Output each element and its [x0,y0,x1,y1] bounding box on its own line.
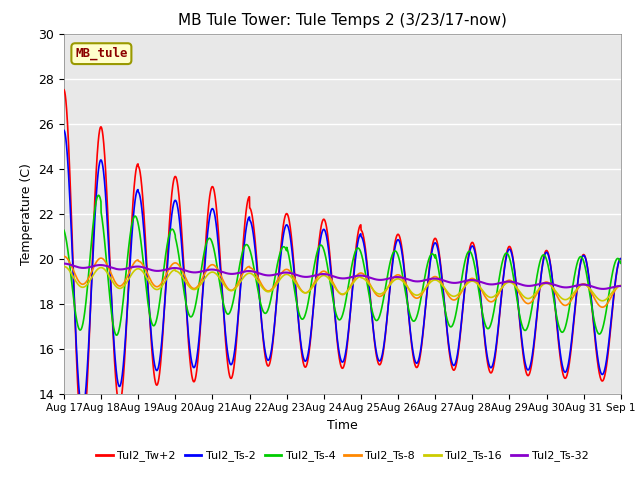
Tul2_Tw+2 [124,299,132,305]
Tul2_Ts-32 [274,271,282,277]
Tul2_Ts-8 [606,296,614,302]
Tul2_Ts-2 [546,260,554,265]
Tul2_Ts-4 [298,316,306,322]
Tul2_Ts-2 [124,300,132,306]
Tul2_Ts-32 [157,268,164,274]
Tul2_Ts-2 [157,349,164,355]
Tul2_Ts-16 [617,283,625,288]
Line: Tul2_Tw+2: Tul2_Tw+2 [64,90,621,435]
Tul2_Ts-16 [546,282,554,288]
Line: Tul2_Ts-8: Tul2_Ts-8 [64,256,621,307]
Title: MB Tule Tower: Tule Temps 2 (3/23/17-now): MB Tule Tower: Tule Temps 2 (3/23/17-now… [178,13,507,28]
Tul2_Ts-2 [274,286,282,292]
Tul2_Ts-8 [298,288,305,293]
Tul2_Ts-4 [274,259,282,265]
Line: Tul2_Ts-16: Tul2_Ts-16 [64,266,621,301]
Tul2_Ts-32 [546,281,554,287]
Tul2_Ts-4 [113,332,120,338]
Line: Tul2_Ts-4: Tul2_Ts-4 [64,195,621,335]
X-axis label: Time: Time [327,419,358,432]
Tul2_Ts-4 [157,290,164,296]
Tul2_Tw+2 [617,256,625,262]
Tul2_Ts-4 [95,192,102,198]
Tul2_Ts-32 [124,265,131,271]
Tul2_Ts-4 [124,252,132,257]
Tul2_Ts-32 [606,285,614,291]
Line: Tul2_Ts-32: Tul2_Ts-32 [64,264,621,289]
Tul2_Tw+2 [606,332,614,338]
Tul2_Ts-16 [598,298,606,304]
Tul2_Ts-4 [60,228,68,233]
Tul2_Ts-16 [157,285,164,290]
Tul2_Tw+2 [60,87,68,93]
Tul2_Ts-8 [546,281,554,287]
Tul2_Tw+2 [298,352,306,358]
Tul2_Ts-16 [274,280,282,286]
Tul2_Tw+2 [79,432,86,438]
Tul2_Ts-4 [606,283,614,288]
Tul2_Ts-8 [60,253,68,259]
Tul2_Ts-16 [606,292,614,298]
Tul2_Ts-2 [298,347,306,353]
Tul2_Ts-2 [606,328,614,334]
Tul2_Ts-32 [60,261,68,266]
Tul2_Ts-8 [157,282,164,288]
Tul2_Ts-4 [617,261,625,266]
Legend: Tul2_Tw+2, Tul2_Ts-2, Tul2_Ts-4, Tul2_Ts-8, Tul2_Ts-16, Tul2_Ts-32: Tul2_Tw+2, Tul2_Ts-2, Tul2_Ts-4, Tul2_Ts… [92,446,593,466]
Tul2_Ts-16 [60,264,68,269]
Tul2_Tw+2 [546,259,554,264]
Tul2_Ts-8 [124,273,131,279]
Tul2_Ts-8 [617,283,625,288]
Tul2_Ts-4 [547,274,554,280]
Line: Tul2_Ts-2: Tul2_Ts-2 [64,131,621,411]
Tul2_Ts-2 [79,408,86,414]
Tul2_Ts-8 [598,304,606,310]
Tul2_Ts-32 [599,286,607,292]
Tul2_Ts-32 [298,274,305,279]
Tul2_Ts-8 [274,277,282,283]
Tul2_Ts-2 [60,128,68,133]
Y-axis label: Temperature (C): Temperature (C) [20,163,33,264]
Tul2_Ts-32 [617,283,625,289]
Text: MB_tule: MB_tule [75,47,127,60]
Tul2_Ts-2 [617,256,625,262]
Tul2_Tw+2 [157,360,164,365]
Tul2_Tw+2 [274,283,282,289]
Tul2_Ts-16 [124,278,131,284]
Tul2_Ts-16 [298,288,305,294]
